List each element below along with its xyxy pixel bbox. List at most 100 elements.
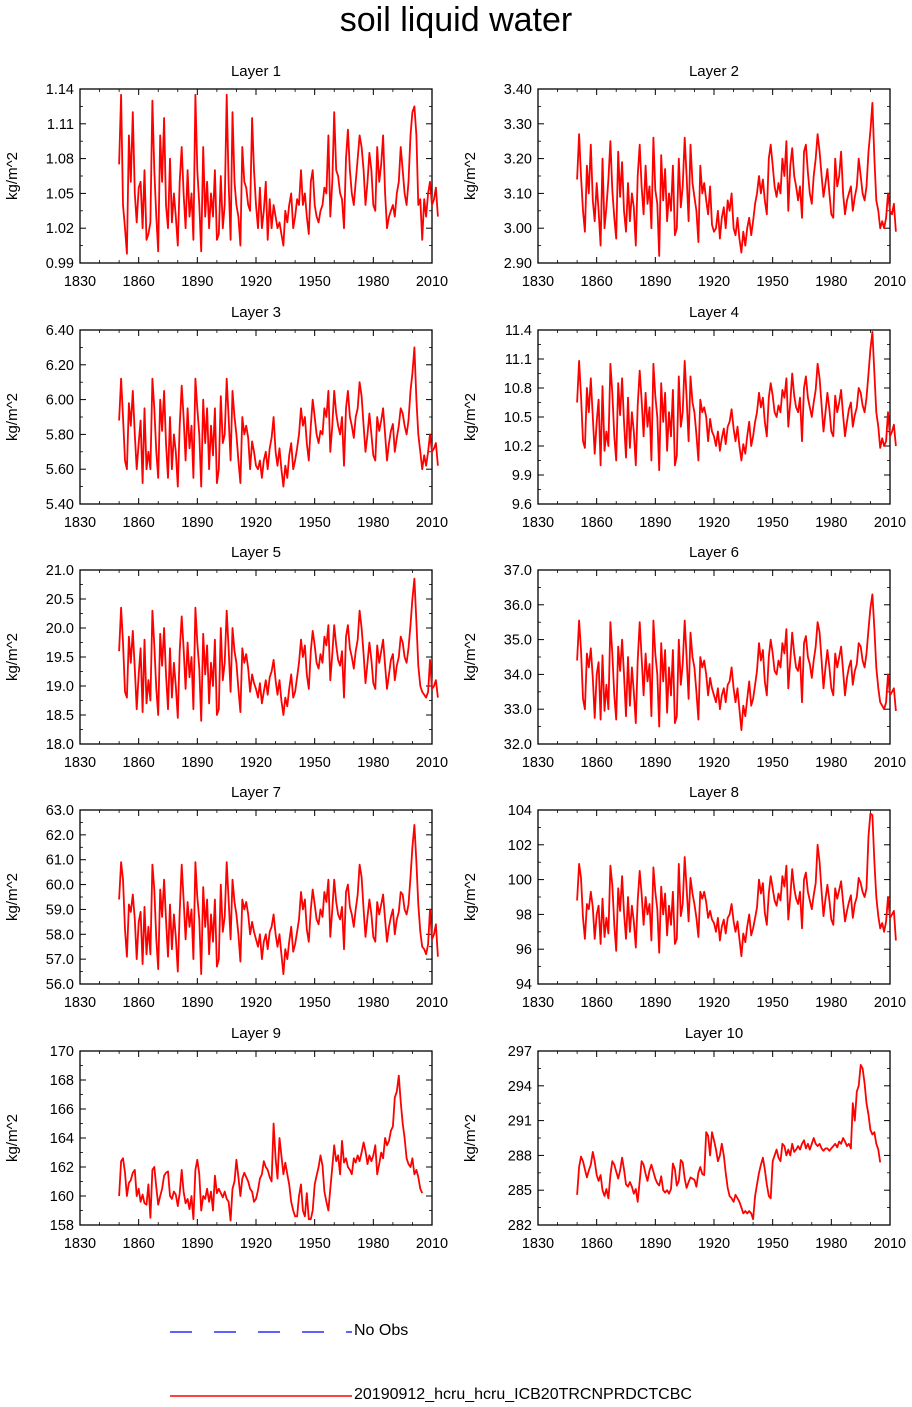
x-tick-label: 2010 [874, 995, 906, 1011]
x-tick-label: 2010 [874, 755, 906, 771]
x-tick-label: 1860 [123, 274, 155, 290]
y-tick-label: 59.0 [46, 902, 74, 918]
y-tick-label: 170 [50, 1044, 74, 1060]
x-tick-label: 1830 [522, 515, 554, 531]
y-tick-label: 19.5 [46, 650, 74, 666]
x-tick-label: 1890 [639, 1236, 671, 1252]
x-tick-label: 1860 [123, 1236, 155, 1252]
y-tick-label: 11.4 [505, 323, 532, 339]
x-tick-label: 1950 [757, 755, 789, 771]
panel-title: Layer 6 [689, 544, 739, 561]
x-tick-label: 1890 [181, 1236, 213, 1252]
legend-label-model-run: 20190912_hcru_hcru_ICB20TRCNPRDCTCBC [354, 1386, 692, 1403]
y-tick-label: 18.5 [46, 708, 74, 724]
y-tick-label: 56.0 [46, 977, 74, 993]
y-tick-label: 94 [516, 977, 532, 993]
y-tick-label: 10.8 [504, 381, 532, 397]
x-tick-label: 1920 [240, 755, 272, 771]
y-tick-label: 297 [508, 1044, 532, 1060]
panel-title: Layer 4 [689, 304, 739, 321]
panel-title: Layer 3 [231, 304, 281, 321]
y-axis-label: kg/m^2 [4, 633, 21, 681]
y-tick-label: 36.0 [504, 598, 532, 614]
y-axis-label: kg/m^2 [462, 633, 479, 681]
x-tick-label: 1950 [757, 995, 789, 1011]
panel-title: Layer 10 [685, 1025, 743, 1042]
y-tick-label: 98 [516, 907, 532, 923]
y-tick-label: 9.6 [512, 497, 532, 513]
x-tick-label: 1920 [240, 1236, 272, 1252]
x-tick-label: 1980 [815, 755, 847, 771]
x-tick-label: 1860 [581, 755, 613, 771]
x-tick-label: 1980 [357, 515, 389, 531]
y-tick-label: 282 [508, 1218, 532, 1234]
x-tick-label: 1830 [64, 1236, 96, 1252]
y-tick-label: 11.1 [505, 352, 532, 368]
series-line [576, 812, 897, 958]
y-tick-label: 57.0 [46, 952, 74, 968]
y-tick-label: 1.14 [46, 82, 74, 98]
y-tick-label: 5.40 [46, 497, 74, 513]
x-tick-label: 2010 [416, 995, 448, 1011]
x-tick-label: 1830 [64, 274, 96, 290]
x-tick-label: 2010 [874, 274, 906, 290]
x-tick-label: 2010 [416, 274, 448, 290]
legend-line-model-run [170, 1395, 352, 1397]
y-tick-label: 3.40 [504, 82, 532, 98]
y-tick-label: 37.0 [504, 563, 532, 579]
series-line [118, 577, 439, 722]
x-tick-label: 1860 [123, 755, 155, 771]
x-tick-label: 1950 [757, 515, 789, 531]
x-tick-label: 1830 [522, 1236, 554, 1252]
x-tick-label: 1830 [522, 995, 554, 1011]
x-tick-label: 1920 [240, 515, 272, 531]
x-tick-label: 1950 [299, 274, 331, 290]
panel-7: Layer 7 1830 1860 1890 1920 1950 1980 2010 56.0 5… [4, 784, 448, 1011]
y-tick-label: 33.0 [504, 702, 532, 718]
x-tick-label: 1920 [698, 755, 730, 771]
y-tick-label: 1.02 [46, 221, 74, 237]
x-tick-label: 1980 [815, 995, 847, 1011]
y-tick-label: 1.11 [47, 117, 74, 133]
x-tick-label: 1980 [357, 1236, 389, 1252]
y-tick-label: 6.40 [46, 323, 74, 339]
series-line [576, 593, 897, 731]
y-tick-label: 2.90 [504, 256, 532, 272]
y-tick-label: 102 [508, 838, 532, 854]
x-tick-label: 1920 [240, 274, 272, 290]
y-axis-label: kg/m^2 [4, 393, 21, 441]
x-tick-label: 1950 [757, 274, 789, 290]
y-tick-label: 60.0 [46, 878, 74, 894]
x-tick-label: 2010 [874, 1236, 906, 1252]
panel-6: Layer 6 1830 1860 1890 1920 1950 1980 2010 32.0 3… [462, 544, 906, 771]
y-tick-label: 3.10 [504, 186, 532, 202]
y-tick-label: 63.0 [46, 803, 74, 819]
x-tick-label: 1950 [299, 515, 331, 531]
y-tick-label: 3.00 [504, 221, 532, 237]
x-tick-label: 1890 [639, 274, 671, 290]
y-axis-label: kg/m^2 [4, 152, 21, 200]
x-tick-label: 1950 [299, 995, 331, 1011]
x-tick-label: 1860 [581, 995, 613, 1011]
y-tick-label: 158 [50, 1218, 74, 1234]
y-axis-label: kg/m^2 [462, 152, 479, 200]
y-tick-label: 3.20 [504, 152, 532, 168]
x-tick-label: 1980 [815, 274, 847, 290]
y-axis-label: kg/m^2 [4, 1114, 21, 1162]
y-tick-label: 0.99 [46, 256, 74, 272]
x-tick-label: 1890 [639, 755, 671, 771]
y-tick-label: 62.0 [46, 828, 74, 844]
y-tick-label: 288 [508, 1148, 532, 1164]
panel-8: Layer 8 1830 1860 1890 1920 1950 1980 2010 94 96 9… [462, 784, 906, 1011]
y-tick-label: 1.05 [46, 186, 74, 202]
panel-2: Layer 2 1830 1860 1890 1920 1950 1980 2010 2.90 3… [462, 63, 906, 290]
y-tick-label: 104 [508, 803, 532, 819]
y-tick-label: 19.0 [46, 679, 74, 695]
y-tick-label: 10.5 [504, 410, 532, 426]
x-tick-label: 1980 [357, 274, 389, 290]
x-tick-label: 1860 [581, 274, 613, 290]
x-tick-label: 1860 [581, 1236, 613, 1252]
panel-3: Layer 3 1830 1860 1890 1920 1950 1980 2010 5.40 5… [4, 304, 448, 531]
y-tick-label: 10.2 [504, 439, 532, 455]
y-tick-label: 6.20 [46, 358, 74, 374]
